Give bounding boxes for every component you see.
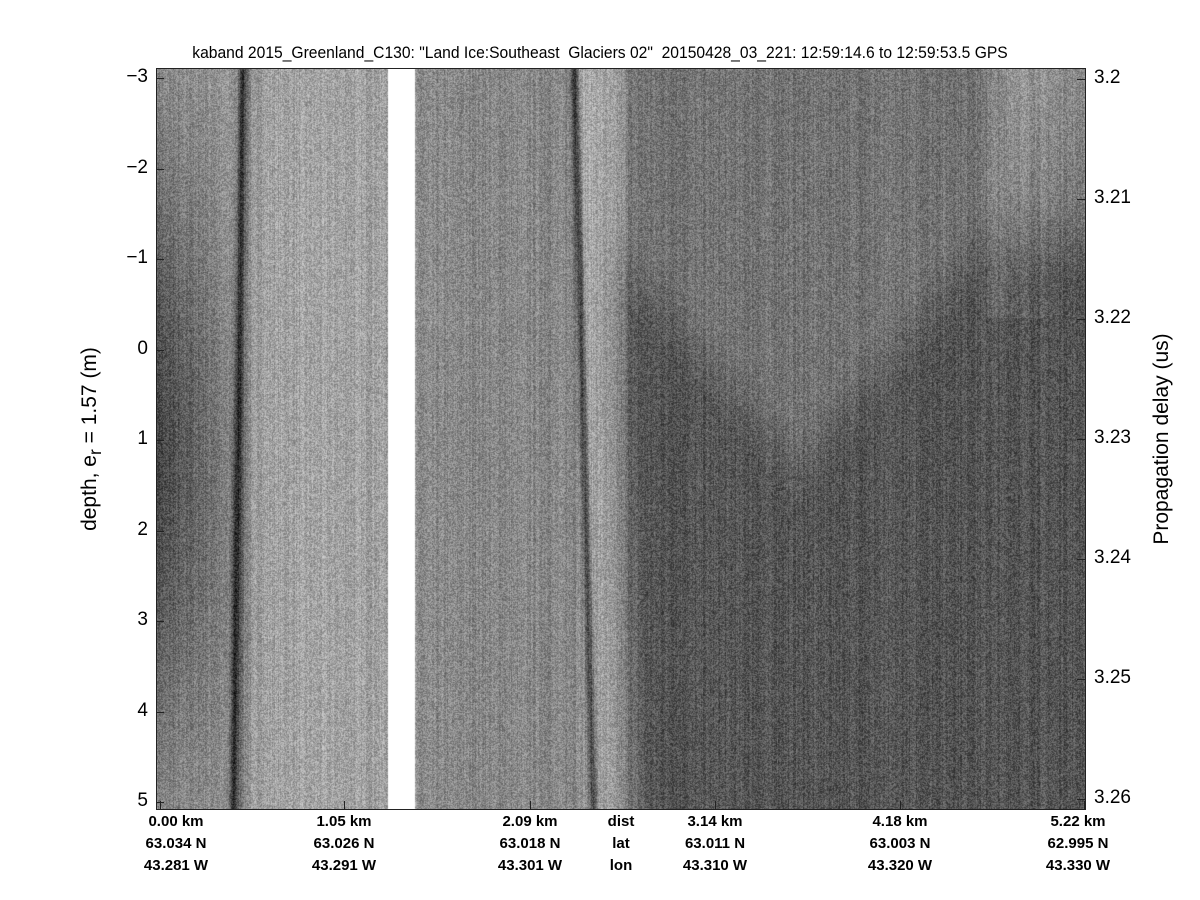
y-tick-label: 5 <box>137 790 148 812</box>
y-label-prefix: depth, e <box>77 455 101 531</box>
x-lon-label: 43.291 W <box>311 857 377 874</box>
y2-tick-label: 3.26 <box>1094 787 1131 808</box>
y2-tick-mark <box>1077 559 1085 560</box>
y-tick-label: 0 <box>137 337 148 359</box>
x-tick-mark <box>900 801 901 809</box>
y2-tick-mark <box>1077 679 1085 680</box>
y2-tick-label: 3.22 <box>1094 307 1131 328</box>
y-tick-label: −1 <box>126 247 148 269</box>
y-tick-mark <box>156 621 164 623</box>
y-tick-label: 1 <box>137 428 148 450</box>
x-tick-mark <box>344 801 345 809</box>
y2-tick-mark <box>1077 79 1085 80</box>
chart-title: kaband 2015_Greenland_C130: "Land Ice:So… <box>192 43 1008 62</box>
y-axis-label: depth, er = 1.57 (m) <box>78 347 106 531</box>
row-label-dist: dist <box>607 813 635 830</box>
row-label-lon: lon <box>609 857 633 874</box>
x-lat-label: 63.026 N <box>313 835 375 852</box>
y-tick-mark <box>156 349 164 351</box>
x-lat-label: 63.003 N <box>869 835 931 852</box>
x-lat-label: 62.995 N <box>1047 835 1109 852</box>
y-tick-mark <box>156 78 164 79</box>
x-lon-label: 43.320 W <box>867 857 933 874</box>
x-lon-label: 43.281 W <box>143 857 209 874</box>
y2-tick-label: 3.25 <box>1094 667 1131 688</box>
x-dist-label: 2.09 km <box>502 813 558 830</box>
echogram-image <box>156 68 1086 810</box>
y2-tick-mark <box>1077 199 1085 200</box>
y-tick-mark <box>156 168 164 170</box>
y-tick-mark <box>156 440 164 442</box>
x-dist-label: 5.22 km <box>1050 813 1106 830</box>
y-label-suffix: = 1.57 (m) <box>77 347 101 450</box>
y2-tick-mark <box>1077 799 1085 800</box>
y-tick-mark <box>156 530 164 532</box>
x-lat-label: 63.034 N <box>145 835 207 852</box>
x-lat-label: 63.011 N <box>684 835 746 852</box>
y2-tick-label: 3.2 <box>1094 67 1121 88</box>
x-lon-label: 43.310 W <box>682 857 748 874</box>
y-tick-mark <box>156 711 164 713</box>
y-tick-label: −2 <box>126 156 148 178</box>
y-tick-mark <box>156 259 164 261</box>
y2-tick-mark <box>1077 439 1085 440</box>
y-tick-label: 4 <box>137 699 148 721</box>
y-tick-label: 2 <box>137 518 148 540</box>
y2-tick-label: 3.23 <box>1094 427 1131 448</box>
y-label-sub: r <box>85 449 106 456</box>
x-lat-label: 63.018 N <box>499 835 561 852</box>
x-dist-label: 3.14 km <box>687 813 743 830</box>
x-dist-label: 0.00 km <box>148 813 204 830</box>
x-tick-mark <box>160 801 161 809</box>
x-tick-mark <box>715 801 716 809</box>
row-label-lat: lat <box>612 835 630 852</box>
x-dist-label: 1.05 km <box>316 813 372 830</box>
y2-tick-mark <box>1077 319 1085 320</box>
x-tick-mark <box>530 801 531 809</box>
y2-axis-label: Propagation delay (us) <box>1150 333 1173 545</box>
y2-tick-label: 3.24 <box>1094 547 1131 568</box>
x-dist-label: 4.18 km <box>872 813 928 830</box>
y-tick-label: 3 <box>137 609 148 631</box>
y2-tick-label: 3.21 <box>1094 187 1131 208</box>
plot-area <box>156 68 1086 810</box>
x-lon-label: 43.330 W <box>1045 857 1111 874</box>
x-lon-label: 43.301 W <box>497 857 563 874</box>
x-tick-mark <box>1084 801 1085 809</box>
y-tick-label: −3 <box>126 66 148 87</box>
